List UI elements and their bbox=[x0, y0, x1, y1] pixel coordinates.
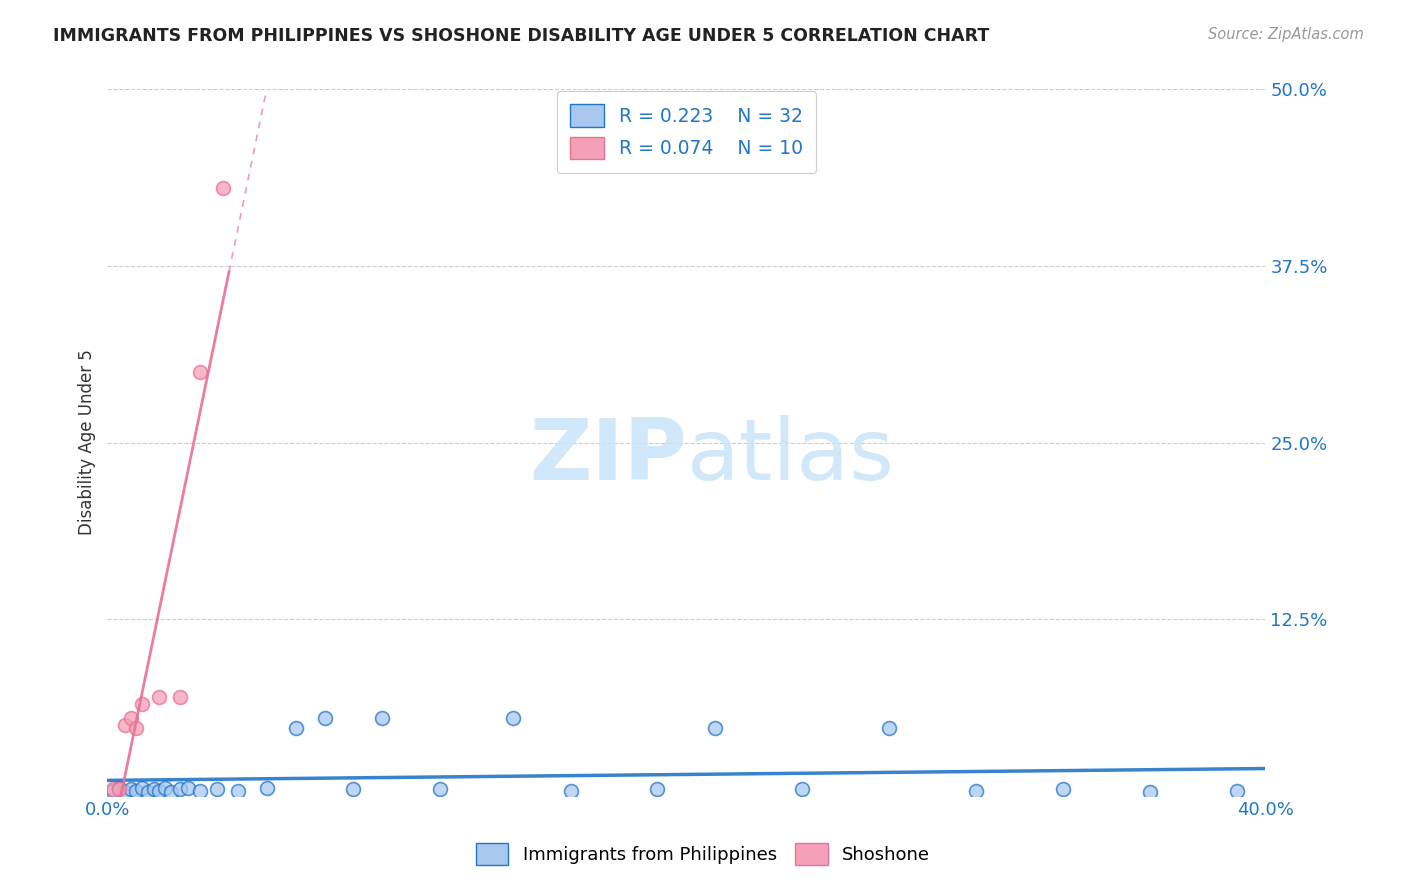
Point bbox=[226, 783, 249, 797]
Point bbox=[1225, 783, 1247, 797]
Legend: Immigrants from Philippines, Shoshone: Immigrants from Philippines, Shoshone bbox=[468, 836, 938, 872]
Point bbox=[647, 782, 669, 797]
Point bbox=[142, 782, 165, 797]
Point bbox=[429, 782, 451, 797]
Point bbox=[101, 783, 124, 797]
Point bbox=[704, 721, 727, 735]
Point bbox=[160, 785, 183, 799]
Point bbox=[125, 721, 148, 735]
Point bbox=[155, 780, 177, 795]
Point bbox=[114, 718, 136, 732]
Point bbox=[108, 780, 131, 795]
Point bbox=[169, 690, 191, 705]
Point bbox=[284, 721, 307, 735]
Point bbox=[560, 783, 582, 797]
Point bbox=[371, 711, 394, 725]
Point bbox=[502, 711, 524, 725]
Y-axis label: Disability Age Under 5: Disability Age Under 5 bbox=[79, 350, 96, 535]
Point bbox=[131, 780, 153, 795]
Point bbox=[188, 365, 211, 379]
Point bbox=[212, 181, 235, 195]
Point bbox=[177, 780, 200, 795]
Text: ZIP: ZIP bbox=[529, 415, 686, 498]
Point bbox=[342, 782, 364, 797]
Point bbox=[256, 780, 278, 795]
Point bbox=[207, 782, 229, 797]
Point bbox=[965, 783, 987, 797]
Point bbox=[1052, 782, 1074, 797]
Point bbox=[125, 783, 148, 797]
Text: atlas: atlas bbox=[686, 415, 894, 498]
Point bbox=[120, 782, 142, 797]
Point bbox=[792, 782, 814, 797]
Point bbox=[148, 783, 170, 797]
Point bbox=[108, 782, 131, 797]
Point bbox=[169, 782, 191, 797]
Point bbox=[1139, 785, 1161, 799]
Point bbox=[101, 782, 124, 797]
Point bbox=[114, 785, 136, 799]
Legend: R = 0.223    N = 32, R = 0.074    N = 10: R = 0.223 N = 32, R = 0.074 N = 10 bbox=[557, 91, 815, 172]
Point bbox=[148, 690, 170, 705]
Text: IMMIGRANTS FROM PHILIPPINES VS SHOSHONE DISABILITY AGE UNDER 5 CORRELATION CHART: IMMIGRANTS FROM PHILIPPINES VS SHOSHONE … bbox=[53, 27, 990, 45]
Point bbox=[314, 711, 336, 725]
Point bbox=[120, 711, 142, 725]
Point bbox=[188, 783, 211, 797]
Point bbox=[131, 697, 153, 711]
Point bbox=[136, 785, 159, 799]
Point bbox=[877, 721, 900, 735]
Text: Source: ZipAtlas.com: Source: ZipAtlas.com bbox=[1208, 27, 1364, 42]
